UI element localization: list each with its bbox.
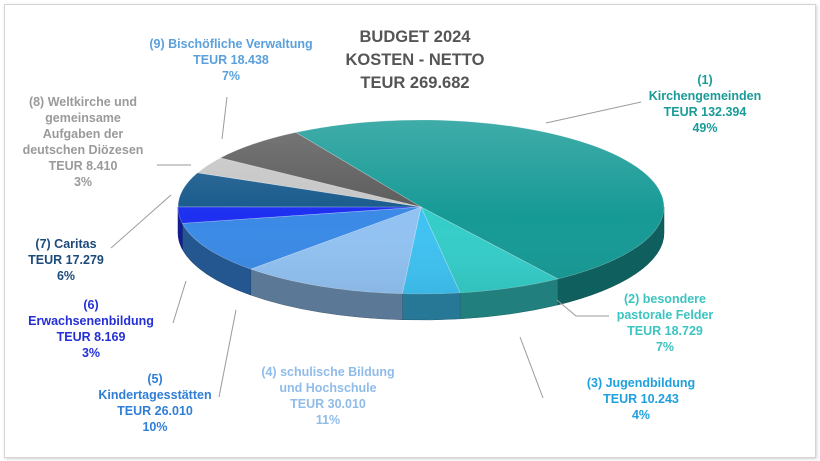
slice-1-name-line-1: (1) xyxy=(697,73,712,87)
slice-label-6: (6) Erwachsenenbildung TEUR 8.169 3% xyxy=(28,298,154,360)
leader-line-3 xyxy=(519,336,544,399)
leader-lines xyxy=(110,96,642,399)
slice-4-name-line-1: (4) schulische Bildung xyxy=(261,365,394,379)
slice-2-name-line-2: pastorale Felder xyxy=(617,308,714,322)
title-line-1: BUDGET 2024 xyxy=(360,28,472,46)
slice-8-name-line-1: (8) Weltkirche und xyxy=(29,95,137,109)
slice-9-name-line-1: (9) Bischöfliche Verwaltung xyxy=(149,37,312,51)
slice-5-name-line-2: Kindertagesstätten xyxy=(98,388,211,402)
leader-line-6 xyxy=(172,280,187,324)
slice-1-percent: 49% xyxy=(692,121,717,135)
slice-4-value: TEUR 30.010 xyxy=(290,397,366,411)
slice-8-name-line-3: Aufgaben der xyxy=(43,127,124,141)
slice-6-percent: 3% xyxy=(82,346,100,360)
slice-3-value: TEUR 10.243 xyxy=(603,392,679,406)
title-line-2: KOSTEN - NETTO xyxy=(345,51,484,69)
slice-7-value: TEUR 17.279 xyxy=(28,253,104,267)
slice-label-3: (3) Jugendbildung TEUR 10.243 4% xyxy=(587,376,695,422)
slice-label-4: (4) schulische Bildung und Hochschule TEUR… xyxy=(261,365,394,427)
slice-label-2: (2) besondere pastorale Felder TEUR 18.729… xyxy=(617,292,714,354)
slice-1-name-line-2: Kirchengemeinden xyxy=(649,89,762,103)
slice-8-name-line-4: deutschen Diözesen xyxy=(23,143,144,157)
slice-4-name-line-2: und Hochschule xyxy=(279,381,376,395)
slice-2-percent: 7% xyxy=(656,340,674,354)
slice-3-name-line-1: (3) Jugendbildung xyxy=(587,376,695,390)
slice-label-1: (1) Kirchengemeinden TEUR 132.394 49% xyxy=(649,73,762,135)
pie-chart: BUDGET 2024 KOSTEN - NETTO TEUR 269.682 … xyxy=(23,28,762,434)
slice-7-percent: 6% xyxy=(57,269,75,283)
leader-line-9 xyxy=(221,96,228,140)
slice-6-name-line-2: Erwachsenenbildung xyxy=(28,314,154,328)
chart-frame: BUDGET 2024 KOSTEN - NETTO TEUR 269.682 … xyxy=(4,4,816,458)
leader-line-7 xyxy=(110,194,172,249)
slice-9-value: TEUR 18.438 xyxy=(193,53,269,67)
slice-5-percent: 10% xyxy=(142,420,167,434)
slice-8-percent: 3% xyxy=(74,175,92,189)
slice-9-percent: 7% xyxy=(222,69,240,83)
slice-labels: (1) Kirchengemeinden TEUR 132.394 49% (2) be… xyxy=(23,37,762,434)
pie-slices xyxy=(177,119,665,295)
slice-2-name-line-1: (2) besondere xyxy=(624,292,706,306)
slice-3-percent: 4% xyxy=(632,408,650,422)
slice-7-name-line-1: (7) Caritas xyxy=(35,237,96,251)
title-line-3: TEUR 269.682 xyxy=(360,74,469,92)
slice-2-value: TEUR 18.729 xyxy=(627,324,703,338)
slice-6-value: TEUR 8.169 xyxy=(57,330,126,344)
slice-label-8: (8) Weltkirche und gemeinsame Aufgaben der… xyxy=(23,95,144,189)
slice-6-name-line-1: (6) xyxy=(83,298,98,312)
slice-label-5: (5) Kindertagesstätten TEUR 26.010 10% xyxy=(98,372,211,434)
slice-4-percent: 11% xyxy=(316,413,340,427)
leader-line-2 xyxy=(556,299,609,317)
leader-line-1 xyxy=(545,101,642,124)
slice-5-value: TEUR 26.010 xyxy=(117,404,193,418)
slice-wall-3 xyxy=(402,292,461,321)
chart-title: BUDGET 2024 KOSTEN - NETTO TEUR 269.682 xyxy=(345,28,484,92)
slice-1-value: TEUR 132.394 xyxy=(664,105,747,119)
slice-label-9: (9) Bischöfliche Verwaltung TEUR 18.438 7% xyxy=(149,37,312,83)
slice-label-7: (7) Caritas TEUR 17.279 6% xyxy=(28,237,104,283)
slice-8-name-line-2: gemeinsame xyxy=(45,111,121,125)
slice-5-name-line-1: (5) xyxy=(147,372,162,386)
leader-line-5 xyxy=(218,309,237,398)
slice-8-value: TEUR 8.410 xyxy=(49,159,118,173)
